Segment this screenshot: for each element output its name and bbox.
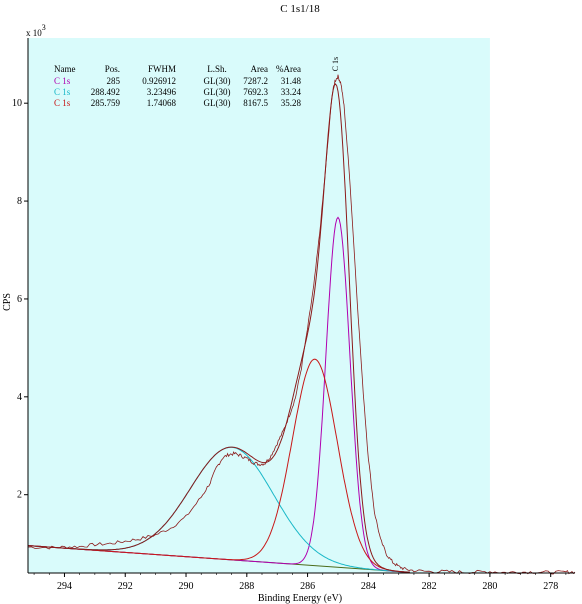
y-multiplier-label: x 103 (26, 23, 46, 38)
table-cell-pct: 31.48 (281, 76, 302, 86)
y-axis-label: CPS (2, 293, 13, 311)
x-tick-label: 290 (179, 581, 194, 592)
y-tick-label: 2 (17, 490, 22, 501)
table-header: %Area (276, 64, 301, 74)
plot-area: C 1s (27, 38, 576, 575)
fit-region (28, 38, 490, 573)
table-cell-name: C 1s (54, 76, 71, 86)
x-tick-label: 292 (118, 581, 133, 592)
table-header: Pos. (105, 64, 120, 74)
table-cell-pct: 33.24 (281, 87, 302, 97)
x-tick-label: 288 (239, 581, 254, 592)
table-cell-pos: 285 (107, 76, 121, 86)
table-cell-name: C 1s (54, 98, 71, 108)
table-cell-lsh: GL(30) (204, 98, 231, 108)
y-multiplier-base: x 10 (26, 28, 42, 38)
y-tick-label: 8 (17, 196, 22, 207)
peak-table: Name Pos. FWHM L.Sh. Area %Area C 1s 285 0.92691… (54, 64, 302, 108)
chart-title: C 1s1/18 (280, 3, 320, 15)
x-axis-label: Binding Energy (eV) (258, 593, 342, 604)
x-tick-label: 280 (482, 581, 497, 592)
table-cell-area: 7692.3 (243, 87, 268, 97)
table-header: FWHM (148, 64, 176, 74)
axes: 294 292 290 288 286 284 282 280 278 2 4 6 8 10 (12, 38, 575, 592)
table-cell-fwhm: 0.926912 (142, 76, 176, 86)
peak-label: C 1s (331, 57, 340, 71)
table-cell-area: 7287.2 (243, 76, 268, 86)
table-cell-lsh: GL(30) (204, 87, 231, 97)
envelope-line (27, 83, 410, 573)
table-cell-lsh: GL(30) (204, 76, 231, 86)
x-tick-label: 278 (543, 581, 558, 592)
table-cell-fwhm: 3.23496 (147, 87, 177, 97)
table-cell-pos: 288.492 (91, 87, 120, 97)
table-cell-fwhm: 1.74068 (147, 98, 177, 108)
y-multiplier-exponent: 3 (42, 23, 46, 32)
table-cell-name: C 1s (54, 87, 71, 97)
y-tick-label: 10 (12, 98, 22, 109)
table-header: L.Sh. (207, 64, 227, 74)
y-tick-label: 6 (17, 294, 22, 305)
x-tick-label: 294 (57, 581, 72, 592)
x-tick-label: 286 (300, 581, 315, 592)
x-tick-label: 282 (422, 581, 437, 592)
y-tick-label: 4 (17, 392, 22, 403)
table-cell-pos: 285.759 (91, 98, 121, 108)
x-tick-label: 284 (361, 581, 376, 592)
table-cell-pct: 35.28 (281, 98, 302, 108)
table-cell-area: 8167.5 (243, 98, 268, 108)
table-header: Area (251, 64, 269, 74)
table-header: Name (54, 64, 76, 74)
